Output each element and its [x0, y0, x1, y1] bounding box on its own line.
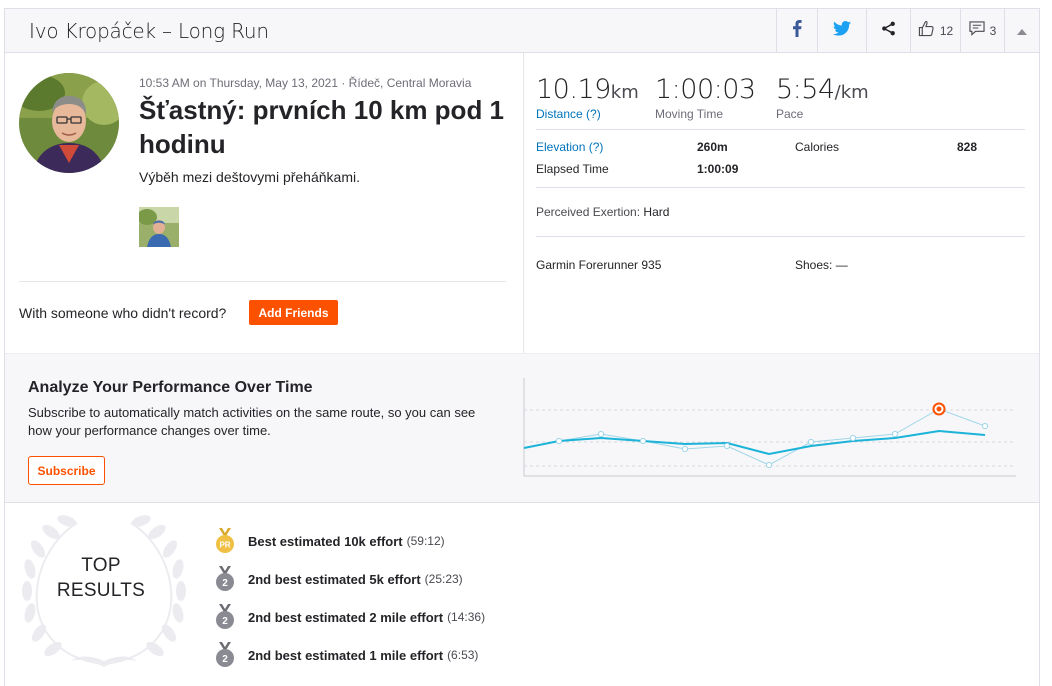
device-name: Garmin Forerunner 935: [536, 258, 662, 272]
analyze-performance-panel: Analyze Your Performance Over Time Subsc…: [5, 353, 1039, 503]
medal-label: 2: [222, 616, 228, 627]
kudos-button[interactable]: 12: [910, 9, 960, 52]
pr-medal-icon: PR: [215, 528, 235, 554]
moving-time-stat: 1:00:03 Moving Time: [655, 74, 756, 121]
facebook-share-button[interactable]: [776, 9, 817, 52]
pace-stat: 5:54/km Pace: [776, 74, 869, 121]
efforts-line: [558, 408, 986, 466]
shoes-info: Shoes: —: [795, 258, 848, 272]
effort-point: [891, 430, 899, 438]
result-time: (25:23): [424, 572, 463, 586]
activity-photo-thumbnail[interactable]: [139, 207, 179, 247]
medal-label: 2: [222, 654, 228, 665]
distance-info-link[interactable]: Distance (?): [536, 107, 601, 121]
effort-point: [765, 461, 773, 469]
result-item[interactable]: 2 2nd best estimated 1 mile effort (6:53…: [215, 642, 478, 668]
shoes-value: —: [835, 258, 848, 272]
analyze-title: Analyze Your Performance Over Time: [28, 379, 313, 396]
result-title: 2nd best estimated 2 mile effort: [248, 609, 444, 625]
elapsed-time-label: Elapsed Time: [536, 162, 609, 176]
divider: [523, 53, 524, 353]
medal-label: PR: [219, 541, 230, 550]
moving-time-label: Moving Time: [655, 107, 724, 121]
effort-point: [723, 442, 731, 450]
effort-point: [807, 438, 815, 446]
add-friends-button[interactable]: Add Friends: [249, 300, 338, 325]
distance-stat: 10.19km Distance (?): [536, 74, 639, 121]
divider: [536, 236, 1025, 237]
perceived-exertion: Perceived Exertion: Hard: [536, 205, 669, 219]
distance-unit: km: [610, 82, 639, 103]
subscribe-button[interactable]: Subscribe: [28, 456, 105, 485]
top-results-line2: RESULTS: [56, 580, 146, 601]
divider: [536, 129, 1025, 130]
calories-label: Calories: [795, 140, 840, 154]
facebook-icon: [792, 19, 802, 42]
pace-label: Pace: [776, 107, 804, 121]
header-actions: 12 3: [776, 9, 1039, 52]
activity-title: Šťastný: prvních 10 km pod 1 hodinu: [139, 95, 505, 159]
share-icon: [881, 21, 896, 41]
silver-medal-icon: 2: [215, 566, 235, 592]
elevation-info-link[interactable]: Elevation (?): [536, 140, 604, 154]
effort-point: [981, 422, 989, 430]
result-title: Best estimated 10k effort: [248, 533, 403, 549]
athlete-avatar[interactable]: [19, 73, 119, 173]
collapse-icon: [1017, 22, 1027, 40]
kudos-count: 12: [939, 23, 954, 38]
result-title: 2nd best estimated 5k effort: [248, 571, 421, 587]
elevation-value: 260m: [697, 140, 728, 154]
result-item[interactable]: 2 2nd best estimated 5k effort (25:23): [215, 566, 463, 592]
shoes-label: Shoes:: [795, 258, 833, 272]
result-item[interactable]: 2 2nd best estimated 2 mile effort (14:3…: [215, 604, 485, 630]
share-button[interactable]: [866, 9, 910, 52]
activity-page: Ivo Kropáček – Long Run: [4, 8, 1040, 686]
result-time: (59:12): [406, 534, 445, 548]
activity-header: Ivo Kropáček – Long Run: [5, 9, 1039, 53]
elapsed-time-value: 1:00:09: [697, 162, 739, 176]
divider: [19, 281, 506, 282]
effort-point: [639, 437, 647, 445]
result-item[interactable]: PR Best estimated 10k effort (59:12): [215, 528, 445, 554]
top-results-line1: TOP: [81, 555, 121, 576]
performance-trend-chart: [519, 374, 1019, 484]
comment-icon: [969, 20, 985, 41]
pace-value: 5:54: [776, 74, 835, 105]
exertion-value: Hard: [643, 205, 670, 219]
silver-medal-icon: 2: [215, 642, 235, 668]
comment-count: 3: [989, 23, 997, 38]
activity-meta: 10:53 AM on Thursday, May 13, 2021 · Říd…: [139, 76, 472, 90]
silver-medal-icon: 2: [215, 604, 235, 630]
page-title: Ivo Kropáček – Long Run: [29, 19, 269, 43]
result-time: (14:36): [447, 610, 486, 624]
with-someone-text: With someone who didn't record?: [19, 305, 227, 321]
trend-line: [523, 429, 986, 456]
comments-button[interactable]: 3: [960, 9, 1004, 52]
effort-point: [597, 430, 605, 438]
effort-points: [555, 422, 989, 469]
pace-unit: /km: [834, 82, 869, 103]
analyze-description: Subscribe to automatically match activit…: [28, 405, 476, 438]
activity-description: Výběh mezi deštovymi přeháňkami.: [139, 169, 360, 185]
effort-point: [849, 434, 857, 442]
thumbs-up-icon: [918, 20, 935, 42]
current-effort-dot: [936, 406, 942, 412]
collapse-button[interactable]: [1004, 9, 1039, 52]
laurel-wreath-icon: [19, 509, 189, 679]
twitter-share-button[interactable]: [817, 9, 866, 52]
result-title: 2nd best estimated 1 mile effort: [248, 647, 444, 663]
result-time: (6:53): [447, 648, 479, 662]
calories-value: 828: [957, 140, 978, 154]
distance-value: 10.19: [536, 74, 611, 105]
top-results-heading: TOP RESULTS: [45, 553, 157, 603]
exertion-label: Perceived Exertion:: [536, 205, 641, 219]
twitter-icon: [833, 20, 851, 41]
medal-label: 2: [222, 578, 228, 589]
divider: [536, 187, 1025, 188]
effort-point: [555, 437, 563, 445]
effort-point: [681, 445, 689, 453]
moving-time-value: 1:00:03: [655, 74, 756, 105]
